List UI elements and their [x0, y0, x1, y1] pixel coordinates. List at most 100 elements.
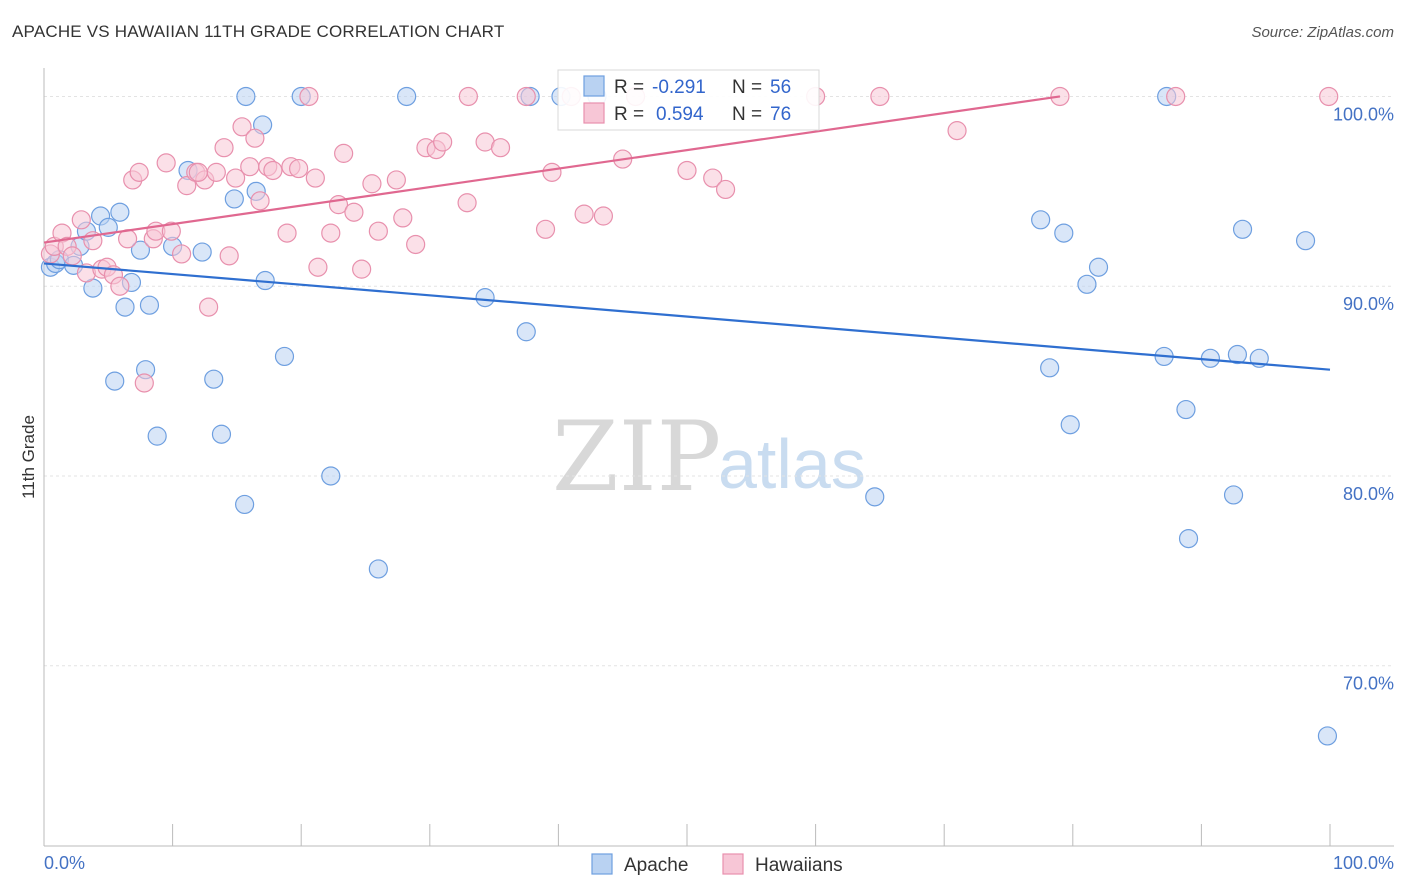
apache-point-10: [110, 202, 130, 222]
apache-point-42: [1060, 415, 1080, 435]
hawaiians-point-20: [172, 244, 192, 264]
hawaiians-point-40: [308, 257, 328, 277]
apache-point-54: [1295, 231, 1316, 251]
apache-point-40: [1040, 358, 1060, 378]
apache-point-39: [1031, 210, 1051, 230]
apache-point-38: [865, 487, 885, 507]
hawaiians-point-39: [305, 168, 325, 188]
hawaiians-point-26: [214, 138, 234, 158]
y-tick-label-1: 90.0%: [1343, 294, 1394, 314]
apache-point-48: [1178, 528, 1199, 549]
apache-point-44: [1088, 257, 1109, 277]
y-tick-labels: 100.0% 90.0% 80.0% 70.0%: [1333, 104, 1394, 693]
hawaiians-point-27: [219, 246, 239, 266]
legend-n-value-apache: 56: [770, 77, 791, 98]
hawaiians-point-30: [240, 157, 260, 177]
apache-point-34: [516, 322, 536, 342]
hawaiians-point-71: [947, 121, 967, 141]
hawaiians-point-67: [703, 168, 723, 188]
hawaiians-point-21: [177, 176, 197, 196]
legend-r-value-hawaiians: 0.594: [656, 104, 704, 125]
apache-point-21: [211, 424, 232, 444]
hawaiians-point-5: [71, 210, 91, 230]
chart-title: APACHE VS HAWAIIAN 11TH GRADE CORRELATIO…: [12, 22, 505, 41]
legend-r-label-hawaiians: R =: [614, 104, 644, 125]
apache-point-31: [368, 559, 388, 579]
stats-legend: R = -0.291 N = 56 R = 0.594 N = 76: [557, 69, 820, 131]
hawaiians-point-63: [593, 206, 614, 226]
apache-point-33: [475, 288, 495, 308]
chart-source: Source: ZipAtlas.com: [1251, 24, 1394, 41]
legend-n-label-hawaiians: N =: [732, 104, 762, 125]
apache-point-22: [224, 189, 244, 209]
hawaiians-point-28: [226, 168, 246, 188]
apache-point-50: [1223, 485, 1244, 505]
x-tick-label-right: 100.0%: [1333, 853, 1394, 873]
hawaiians-point-38: [299, 86, 319, 107]
hawaiians-point-47: [368, 221, 388, 241]
legend-n-value-hawaiians: 76: [770, 104, 791, 125]
hawaiians-point-45: [352, 259, 372, 279]
apache-point-23: [235, 494, 255, 515]
y-tick-label-3: 70.0%: [1343, 674, 1394, 694]
hawaiians-point-74: [1319, 86, 1339, 107]
hawaiians-point-15: [134, 373, 154, 393]
series-legend: Apache Hawaiians: [591, 853, 843, 876]
hawaiians-point-19: [161, 221, 181, 241]
x-tick-label-left: 0.0%: [44, 853, 85, 873]
apache-point-19: [192, 242, 212, 262]
apache-point-11: [115, 297, 135, 317]
hawaiians-points: [40, 86, 1339, 393]
hawaiians-point-60: [542, 162, 562, 182]
hawaiians-point-14: [129, 162, 149, 182]
series-legend-label-apache: Apache: [624, 855, 688, 876]
series-legend-swatch-hawaiians: [722, 853, 744, 875]
apache-point-51: [1227, 344, 1248, 365]
legend-n-label-apache: N =: [732, 77, 762, 98]
legend-r-value-apache: -0.291: [652, 77, 706, 98]
apache-point-30: [321, 466, 341, 486]
hawaiians-point-31: [245, 128, 265, 148]
hawaiians-point-32: [250, 191, 270, 211]
apache-trend-line: [43, 262, 1331, 371]
apache-point-15: [139, 295, 160, 315]
y-tick-label-0: 100.0%: [1333, 104, 1394, 124]
hawaiians-point-55: [458, 86, 478, 107]
hawaiians-point-49: [393, 208, 413, 228]
hawaiians-point-73: [1166, 86, 1186, 107]
hawaiians-trend-line: [43, 95, 1061, 244]
hawaiians-point-48: [386, 170, 406, 190]
apache-point-13: [130, 240, 151, 260]
x-ticks: [172, 824, 1331, 846]
hawaiians-point-53: [433, 132, 453, 152]
hawaiians-point-54: [457, 193, 477, 213]
apache-point-43: [1077, 274, 1097, 294]
apache-point-28: [274, 346, 295, 367]
hawaiians-point-46: [362, 174, 382, 194]
apache-point-24: [236, 86, 256, 107]
hawaiians-point-62: [574, 204, 594, 224]
hawaiians-point-44: [344, 202, 364, 222]
watermark-atlas: atlas: [718, 425, 866, 503]
apache-point-32: [397, 86, 417, 107]
hawaiians-point-24: [199, 297, 219, 317]
hawaiians-point-66: [677, 160, 697, 181]
hawaiians-point-29: [232, 117, 252, 137]
hawaiians-point-75: [188, 162, 208, 182]
apache-point-9: [105, 371, 125, 391]
apache-point-16: [147, 426, 167, 446]
hawaiians-point-59: [535, 219, 556, 239]
watermark-zip: ZIP: [552, 401, 721, 513]
hawaiians-point-70: [870, 86, 890, 107]
hawaiians-point-58: [516, 86, 536, 107]
legend-swatch-apache: [583, 75, 605, 97]
apache-point-55: [1317, 726, 1338, 746]
hawaiians-point-11: [110, 276, 130, 296]
legend-swatch-hawaiians: [583, 102, 605, 124]
hawaiians-point-25: [206, 162, 226, 182]
trend-lines: [43, 95, 1331, 371]
watermark: ZIP atlas: [552, 401, 866, 513]
hawaiians-point-68: [715, 179, 736, 200]
apache-point-52: [1232, 219, 1253, 239]
series-legend-swatch-apache: [591, 853, 613, 875]
